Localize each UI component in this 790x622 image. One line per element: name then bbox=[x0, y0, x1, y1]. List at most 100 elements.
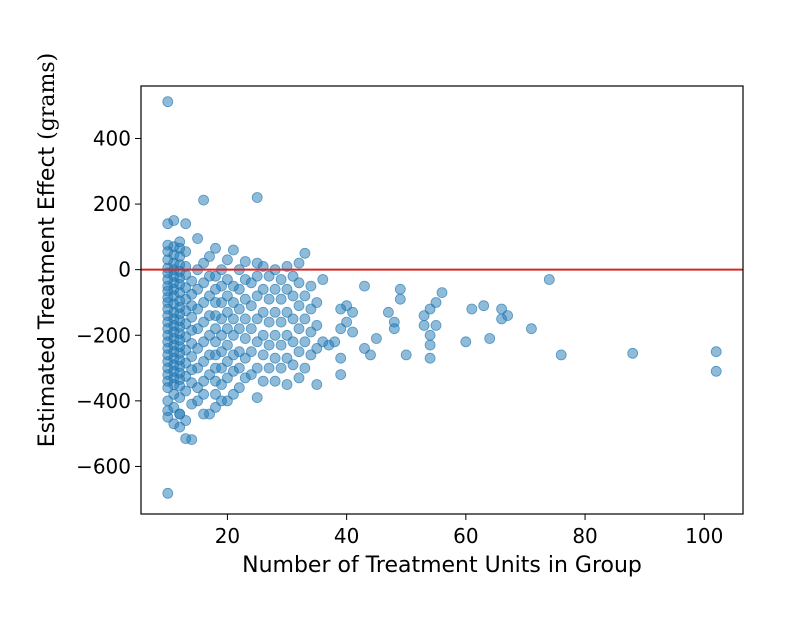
data-point bbox=[251, 362, 263, 374]
data-point bbox=[394, 283, 406, 295]
data-point bbox=[311, 297, 323, 308]
data-point bbox=[275, 274, 287, 285]
data-point bbox=[317, 274, 329, 285]
x-tick-label: 100 bbox=[685, 524, 723, 548]
data-point bbox=[263, 339, 275, 351]
data-point bbox=[299, 247, 311, 259]
x-tick-label: 80 bbox=[572, 524, 597, 548]
y-tick-label: 0 bbox=[118, 258, 131, 282]
data-point bbox=[210, 242, 221, 254]
data-point bbox=[287, 290, 299, 302]
data-point bbox=[257, 329, 269, 341]
y-tick-label: −600 bbox=[76, 454, 131, 478]
data-point bbox=[335, 352, 347, 364]
data-point bbox=[543, 274, 555, 285]
data-point bbox=[227, 313, 239, 325]
data-point bbox=[293, 257, 305, 269]
data-point bbox=[245, 346, 257, 358]
data-point bbox=[365, 349, 376, 361]
data-point bbox=[162, 487, 174, 499]
y-axis-label-unit: (grams) bbox=[35, 53, 60, 140]
data-point bbox=[430, 319, 442, 331]
data-point bbox=[555, 349, 567, 361]
data-point bbox=[370, 333, 382, 344]
data-point bbox=[239, 256, 251, 267]
data-point bbox=[251, 392, 263, 404]
x-axis-label: Number of Treatment Units in Group bbox=[242, 553, 642, 578]
data-point bbox=[245, 323, 257, 335]
data-point bbox=[251, 270, 263, 282]
y-axis-label: Estimated Treatment Effect (grams) bbox=[35, 53, 60, 447]
data-point bbox=[335, 369, 347, 381]
data-point bbox=[394, 293, 406, 305]
data-point bbox=[359, 280, 370, 292]
data-point bbox=[293, 372, 305, 384]
data-point bbox=[418, 319, 430, 331]
data-point bbox=[466, 303, 478, 315]
data-point bbox=[257, 283, 269, 295]
data-point bbox=[311, 379, 323, 390]
data-point bbox=[305, 280, 317, 292]
data-point bbox=[293, 300, 305, 312]
data-point bbox=[627, 347, 639, 359]
y-axis-label-main: Estimated Treatment Effect bbox=[35, 146, 60, 447]
data-point bbox=[287, 336, 299, 348]
data-point bbox=[174, 392, 186, 404]
data-point bbox=[299, 362, 311, 374]
y-tick-label: 400 bbox=[93, 126, 131, 150]
data-point bbox=[329, 336, 341, 348]
data-point bbox=[424, 352, 436, 364]
y-axis-ticks: 400 200 0 −200 −400 −600 bbox=[76, 126, 141, 478]
data-point bbox=[162, 218, 174, 230]
data-point bbox=[233, 283, 245, 295]
y-tick-label: −200 bbox=[76, 323, 131, 347]
data-point bbox=[311, 319, 323, 331]
data-point bbox=[484, 333, 496, 344]
data-point bbox=[263, 362, 275, 374]
data-point bbox=[245, 300, 257, 312]
data-point bbox=[281, 379, 293, 390]
y-tick-label: 200 bbox=[93, 192, 131, 216]
data-point bbox=[526, 323, 537, 335]
data-point bbox=[221, 339, 233, 351]
data-point bbox=[293, 277, 305, 289]
x-tick-label: 60 bbox=[453, 524, 478, 548]
data-point bbox=[227, 244, 239, 256]
data-point bbox=[436, 287, 448, 299]
data-point bbox=[269, 329, 281, 341]
data-point bbox=[424, 339, 436, 351]
data-point bbox=[347, 306, 359, 318]
data-point bbox=[269, 306, 281, 318]
data-point bbox=[233, 303, 245, 315]
data-point bbox=[430, 297, 442, 308]
data-point bbox=[710, 346, 722, 358]
data-point bbox=[257, 349, 269, 361]
data-point bbox=[162, 96, 174, 108]
data-point bbox=[293, 323, 305, 335]
data-point bbox=[269, 283, 281, 295]
data-point bbox=[710, 365, 722, 377]
data-point bbox=[204, 251, 215, 262]
data-point bbox=[174, 421, 186, 433]
data-point bbox=[198, 194, 210, 206]
data-point bbox=[186, 434, 198, 446]
data-point bbox=[388, 316, 400, 328]
x-tick-label: 20 bbox=[215, 524, 240, 548]
data-point bbox=[251, 192, 263, 203]
data-point bbox=[233, 362, 245, 374]
data-point bbox=[275, 339, 287, 351]
data-point bbox=[174, 408, 186, 420]
data-point bbox=[239, 313, 251, 325]
data-point bbox=[299, 336, 311, 348]
data-point bbox=[341, 316, 353, 328]
data-point bbox=[269, 352, 281, 364]
data-point bbox=[424, 329, 436, 341]
data-point bbox=[347, 326, 359, 338]
data-point bbox=[275, 293, 287, 305]
data-point bbox=[257, 306, 269, 318]
data-point bbox=[233, 323, 245, 335]
data-point bbox=[287, 359, 299, 371]
data-point bbox=[263, 293, 275, 305]
data-point bbox=[400, 349, 412, 361]
